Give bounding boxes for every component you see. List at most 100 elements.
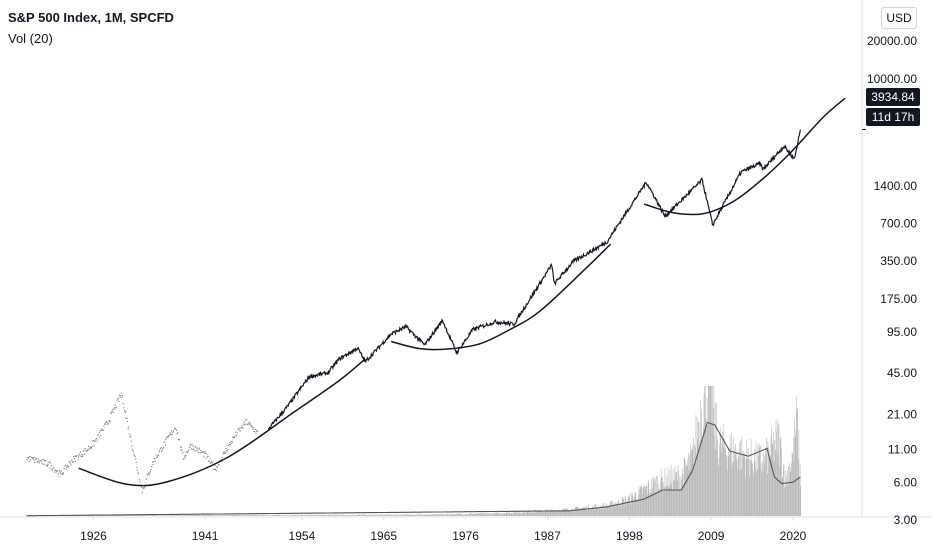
volume-bar <box>433 514 435 516</box>
volume-bar <box>171 515 172 516</box>
price-point-early <box>93 445 95 447</box>
volume-bar <box>500 513 502 516</box>
price-point-early <box>79 451 81 453</box>
price-point-early <box>144 486 146 488</box>
volume-bar <box>247 514 248 516</box>
trendline-arc-1[interactable] <box>78 358 366 487</box>
volume-legend[interactable]: Vol (20) <box>8 31 53 46</box>
volume-bar <box>763 452 764 516</box>
volume-bar <box>418 515 420 516</box>
volume-bar <box>644 489 646 516</box>
volume-bar <box>351 515 353 516</box>
volume-bar <box>447 514 449 516</box>
price-point-early <box>36 461 38 463</box>
volume-bar <box>428 514 429 516</box>
volume-bar <box>114 515 116 516</box>
volume-bar <box>793 461 795 516</box>
trendline-arc-2[interactable] <box>391 243 612 351</box>
volume-bar <box>603 507 605 516</box>
volume-bar <box>555 510 557 516</box>
volume-bar <box>588 509 590 516</box>
volume-bar <box>610 501 612 516</box>
trendline-arc-3[interactable] <box>643 97 846 216</box>
price-point-early <box>40 460 42 462</box>
volume-bar <box>596 507 598 516</box>
volume-bar <box>129 515 131 516</box>
volume-bar <box>595 504 596 516</box>
volume-bar <box>151 515 153 516</box>
volume-bar <box>473 513 474 516</box>
volume-bar <box>798 429 800 516</box>
price-point-early <box>150 469 152 471</box>
volume-bar <box>748 457 749 516</box>
symbol-legend[interactable]: S&P 500 Index, 1M, SPCFD <box>8 10 174 25</box>
volume-bar <box>655 475 657 516</box>
volume-bar <box>313 515 315 516</box>
volume-bar <box>647 494 648 516</box>
volume-bar <box>272 515 273 516</box>
volume-bar <box>150 515 152 516</box>
volume-bar <box>482 513 483 516</box>
volume-bar <box>342 514 344 516</box>
volume-bar <box>224 515 225 516</box>
price-point-early <box>167 436 169 438</box>
volume-bar <box>192 515 194 516</box>
volume-bar <box>124 515 126 516</box>
volume-bar <box>300 514 302 516</box>
price-point-early <box>77 459 79 461</box>
volume-bar <box>361 514 362 516</box>
volume-bar <box>263 514 265 516</box>
volume-bar <box>610 501 611 516</box>
volume-bar <box>775 421 777 516</box>
volume-bar <box>624 505 625 516</box>
volume-bar <box>198 514 200 516</box>
volume-bar <box>296 514 298 516</box>
volume-bar <box>394 514 396 516</box>
volume-bar <box>726 456 728 516</box>
volume-bar <box>448 514 450 516</box>
volume-bar <box>280 515 282 516</box>
volume-bar <box>668 485 670 516</box>
price-point-early <box>225 452 227 454</box>
volume-bar <box>776 419 778 516</box>
volume-bar <box>690 452 692 516</box>
volume-bar <box>244 515 245 516</box>
x-tick-label: 2020 <box>780 529 807 543</box>
volume-bar <box>169 515 170 516</box>
volume-bar <box>286 515 288 516</box>
volume-bar <box>657 476 658 516</box>
volume-bar <box>503 513 504 516</box>
x-tick-label: 1976 <box>452 529 479 543</box>
volume-bar <box>696 454 697 516</box>
volume-bar <box>734 455 736 516</box>
volume-bar <box>178 515 180 516</box>
volume-bar <box>629 493 630 516</box>
volume-bar <box>753 461 755 516</box>
volume-bar <box>595 504 597 516</box>
price-point-early <box>236 435 238 437</box>
volume-bar <box>278 514 280 516</box>
price-point-early <box>74 455 76 457</box>
volume-bar <box>286 515 287 516</box>
volume-bar <box>495 512 497 516</box>
volume-bar <box>738 453 740 516</box>
volume-bar <box>779 466 780 516</box>
price-point-early <box>115 407 117 409</box>
volume-bar <box>508 512 509 516</box>
volume-bar <box>469 513 471 516</box>
volume-bar <box>312 515 313 516</box>
volume-bar <box>732 436 734 516</box>
volume-bar <box>717 438 718 516</box>
volume-bar <box>405 514 407 516</box>
price-point-early <box>110 412 112 414</box>
price-point-early <box>100 434 102 436</box>
volume-bar <box>366 515 367 516</box>
volume-bar <box>388 514 389 516</box>
price-point-early <box>71 459 73 461</box>
price-point-early <box>30 456 32 458</box>
volume-bar <box>736 460 738 516</box>
price-point-early <box>158 451 160 453</box>
currency-button[interactable]: USD <box>881 7 917 29</box>
volume-bar <box>468 514 470 516</box>
